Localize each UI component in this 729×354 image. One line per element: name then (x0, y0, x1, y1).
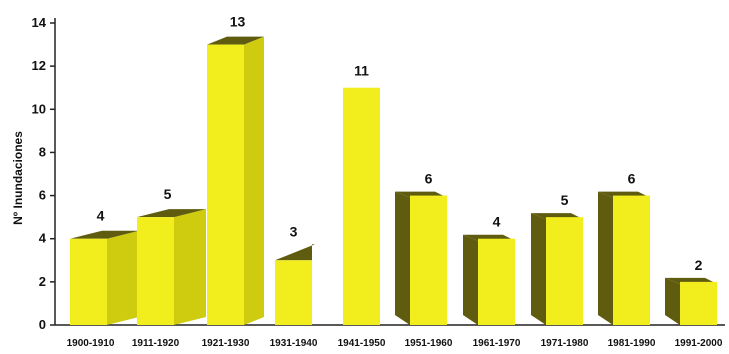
x-axis-labels: 1900-1910 1911-1920 1921-1930 1931-1940 1941… (67, 338, 723, 349)
y-tick-label: 6 (39, 188, 46, 203)
data-label: 11 (354, 63, 369, 79)
bar-1991-2000 (665, 277, 717, 325)
data-label: 3 (290, 223, 298, 239)
bar-top (70, 230, 139, 239)
bar-front (275, 260, 312, 325)
bar-side (395, 191, 410, 325)
bar-side (174, 209, 206, 325)
bar-1900-1910 (70, 230, 139, 325)
bar-side (463, 234, 478, 325)
bar-front (478, 238, 515, 325)
bar-1981-1990 (598, 191, 650, 325)
data-label: 5 (164, 186, 172, 202)
data-label: 5 (561, 192, 569, 208)
bar-front (207, 44, 244, 325)
data-label: 4 (97, 208, 105, 224)
bar-front (343, 87, 380, 325)
x-tick-label: 1941-1950 (338, 338, 386, 349)
x-tick-label: 1951-1960 (405, 338, 453, 349)
bar-1961-1970 (463, 234, 515, 325)
x-tick-label: 1971-1980 (541, 338, 589, 349)
data-label: 6 (425, 171, 433, 187)
data-label: 4 (493, 214, 501, 230)
bar-1911-1920 (137, 209, 206, 325)
bar-top (207, 36, 264, 45)
bar-side (107, 230, 139, 325)
bar-front (613, 195, 650, 325)
x-tick-label: 1981-1990 (608, 338, 656, 349)
y-axis-title: Nº Inundaciones (11, 131, 25, 225)
bar-front (137, 217, 174, 325)
bar-front (546, 217, 583, 325)
y-tick-label: 8 (39, 144, 46, 159)
y-tick-label: 14 (32, 15, 47, 30)
bar-side (665, 277, 680, 325)
x-tick-label: 1931-1940 (270, 338, 318, 349)
y-tick-label: 2 (39, 274, 46, 289)
bar-side (244, 36, 264, 325)
bar-side (598, 191, 613, 325)
data-label: 13 (230, 14, 246, 30)
y-tick-label: 12 (32, 58, 46, 73)
x-tick-label: 1911-1920 (132, 338, 180, 349)
bar-top (275, 244, 315, 261)
bar-1951-1960 (395, 191, 447, 325)
y-tick-label: 0 (39, 317, 46, 332)
bar-1971-1980 (531, 213, 583, 325)
bar-top (137, 209, 206, 218)
bar-1931-1940 (275, 244, 315, 325)
y-tick-label: 10 (32, 101, 46, 116)
x-tick-label: 1961-1970 (473, 338, 521, 349)
bars (70, 36, 717, 325)
data-label: 6 (628, 171, 636, 187)
x-tick-label: 1991-2000 (675, 338, 723, 349)
data-label: 2 (695, 257, 703, 273)
bar-side (531, 213, 546, 325)
bar-1921-1930 (207, 36, 264, 325)
x-tick-label: 1921-1930 (202, 338, 250, 349)
bar-front (70, 238, 107, 325)
bar-front (680, 281, 717, 325)
data-labels: 4 5 13 3 11 6 4 5 6 2 (97, 14, 703, 273)
x-tick-label: 1900-1910 (67, 338, 115, 349)
bar-1941-1950 (343, 87, 380, 325)
bar-front (410, 195, 447, 325)
y-tick-label: 4 (39, 231, 47, 246)
